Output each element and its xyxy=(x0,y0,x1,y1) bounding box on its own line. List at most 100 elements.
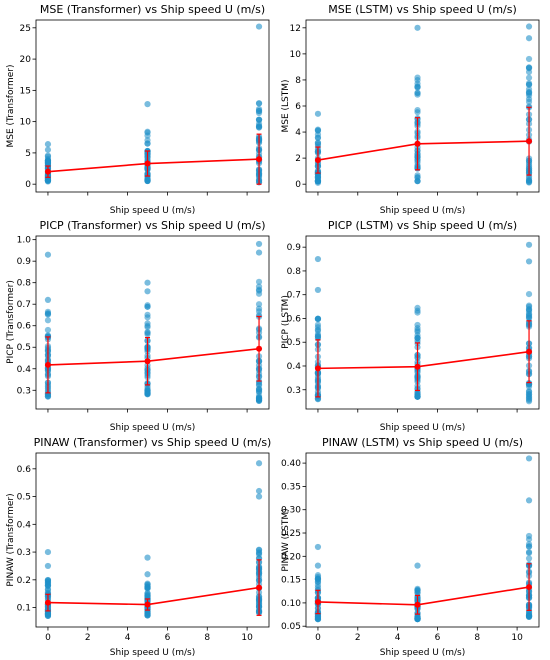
y-tick-label: 0.2 xyxy=(17,576,31,586)
x-tick-label: 2 xyxy=(355,633,361,643)
y-tick-label: 0 xyxy=(295,180,301,190)
y-tick-label: 0.35 xyxy=(281,482,301,492)
panel-title: PICP (Transformer) vs Ship speed U (m/s) xyxy=(39,219,265,232)
scatter-point xyxy=(44,548,52,556)
panel-title: PINAW (Transformer) vs Ship speed U (m/s… xyxy=(34,436,272,449)
y-tick-label: 0.4 xyxy=(17,520,32,530)
y-axis-label: MSE (Transformer) xyxy=(6,64,16,147)
scatter-point xyxy=(414,172,421,179)
scatter-point xyxy=(314,110,322,117)
panel-pinaw-transformer: PINAW (Transformer) vs Ship speed U (m/s… xyxy=(6,436,271,658)
y-axis-label: PICP (LSTM) xyxy=(281,295,291,349)
mean-marker xyxy=(414,363,421,370)
scatter-point xyxy=(525,89,533,96)
scatter-point xyxy=(525,497,533,504)
scatter-point xyxy=(44,310,52,317)
y-tick-label: 8 xyxy=(295,76,301,86)
scatter-point xyxy=(255,286,263,293)
scatter-point xyxy=(314,316,322,323)
scatter-point xyxy=(525,98,533,105)
plot-frame xyxy=(35,19,270,193)
scatter-point xyxy=(144,132,151,139)
scatter-point xyxy=(525,532,533,540)
scatter-point xyxy=(314,613,322,620)
scatter-point xyxy=(44,251,52,258)
scatter-point xyxy=(255,386,263,393)
scatter-point xyxy=(414,80,421,87)
mean-marker xyxy=(314,365,321,372)
panel-title: PINAW (LSTM) vs Ship speed U (m/s) xyxy=(322,436,523,449)
y-tick-label: 0.20 xyxy=(281,552,301,562)
scatter-point xyxy=(314,255,322,263)
y-tick-label: 0.1 xyxy=(17,604,31,614)
scatter-point xyxy=(314,127,322,134)
y-tick-label: 10 xyxy=(20,118,32,128)
y-tick-label: 0.4 xyxy=(17,365,32,375)
y-axis-label: PINAW (LSTM) xyxy=(281,508,291,571)
scatter-point xyxy=(525,35,533,42)
scatter-point xyxy=(414,24,421,31)
x-tick-label: 4 xyxy=(395,633,401,643)
scatter-point xyxy=(314,396,322,403)
scatter-point xyxy=(144,591,151,599)
y-tick-label: 15 xyxy=(20,86,31,96)
scatter-point xyxy=(255,23,263,30)
y-tick-label: 1.0 xyxy=(17,236,32,246)
scatter-point xyxy=(255,395,263,402)
scatter-point xyxy=(414,562,421,569)
scatter-point xyxy=(44,158,52,165)
scatter-point xyxy=(144,177,151,185)
y-tick-label: 0.5 xyxy=(287,338,301,348)
scatter-point xyxy=(525,258,533,265)
scatter-point xyxy=(255,301,263,308)
scatter-point xyxy=(255,249,263,256)
panel-picp-lstm: PICP (LSTM) vs Ship speed U (m/s) PICP (… xyxy=(281,219,540,433)
x-tick-label: 8 xyxy=(474,633,480,643)
scatter-point xyxy=(144,331,151,338)
panel-title: MSE (LSTM) vs Ship speed U (m/s) xyxy=(328,3,517,16)
scatter-point xyxy=(314,140,322,147)
scatter-point xyxy=(525,311,533,319)
y-tick-label: 0.6 xyxy=(17,322,32,332)
y-tick-label: 0.10 xyxy=(281,599,301,609)
scatter-point xyxy=(525,303,533,310)
y-tick-label: 0.6 xyxy=(17,465,32,475)
plot-frame xyxy=(305,452,540,628)
scatter-point xyxy=(255,487,263,495)
mean-marker xyxy=(144,358,151,365)
x-tick-label: 2 xyxy=(85,633,91,643)
y-tick-label: 0.8 xyxy=(17,279,32,289)
y-tick-label: 0.15 xyxy=(281,576,301,586)
scatter-point xyxy=(525,55,533,63)
panel-title: PICP (LSTM) vs Ship speed U (m/s) xyxy=(328,219,517,232)
y-tick-label: 0.8 xyxy=(287,267,302,277)
scatter-point xyxy=(44,317,52,324)
x-tick-label: 8 xyxy=(204,633,210,643)
x-tick-label: 4 xyxy=(125,633,131,643)
mean-marker xyxy=(256,156,263,163)
scatter-point xyxy=(255,116,263,124)
y-axis-label: MSE (LSTM) xyxy=(281,79,291,132)
panel-pinaw-lstm: PINAW (LSTM) vs Ship speed U (m/s) PINAW… xyxy=(281,436,540,658)
scatter-point xyxy=(414,307,421,314)
scatter-point xyxy=(314,543,322,551)
y-tick-label: 20 xyxy=(20,55,32,65)
y-tick-label: 0 xyxy=(25,180,31,190)
mean-marker xyxy=(414,601,421,608)
mean-marker xyxy=(44,361,51,368)
mean-marker xyxy=(314,157,321,164)
scatter-point xyxy=(525,394,533,401)
panel-mse-transformer: MSE (Transformer) vs Ship speed U (m/s) … xyxy=(6,3,270,216)
scatter-point xyxy=(44,175,52,182)
scatter-point xyxy=(144,311,151,318)
scatter-point xyxy=(144,288,151,295)
scatter-point xyxy=(525,241,533,248)
y-tick-label: 10 xyxy=(290,50,302,60)
scatter-point xyxy=(414,321,421,329)
y-tick-label: 0.25 xyxy=(281,529,301,539)
scatter-point xyxy=(414,613,421,620)
mean-marker xyxy=(526,348,533,355)
scatter-point xyxy=(255,240,263,248)
scatter-point xyxy=(44,296,52,304)
